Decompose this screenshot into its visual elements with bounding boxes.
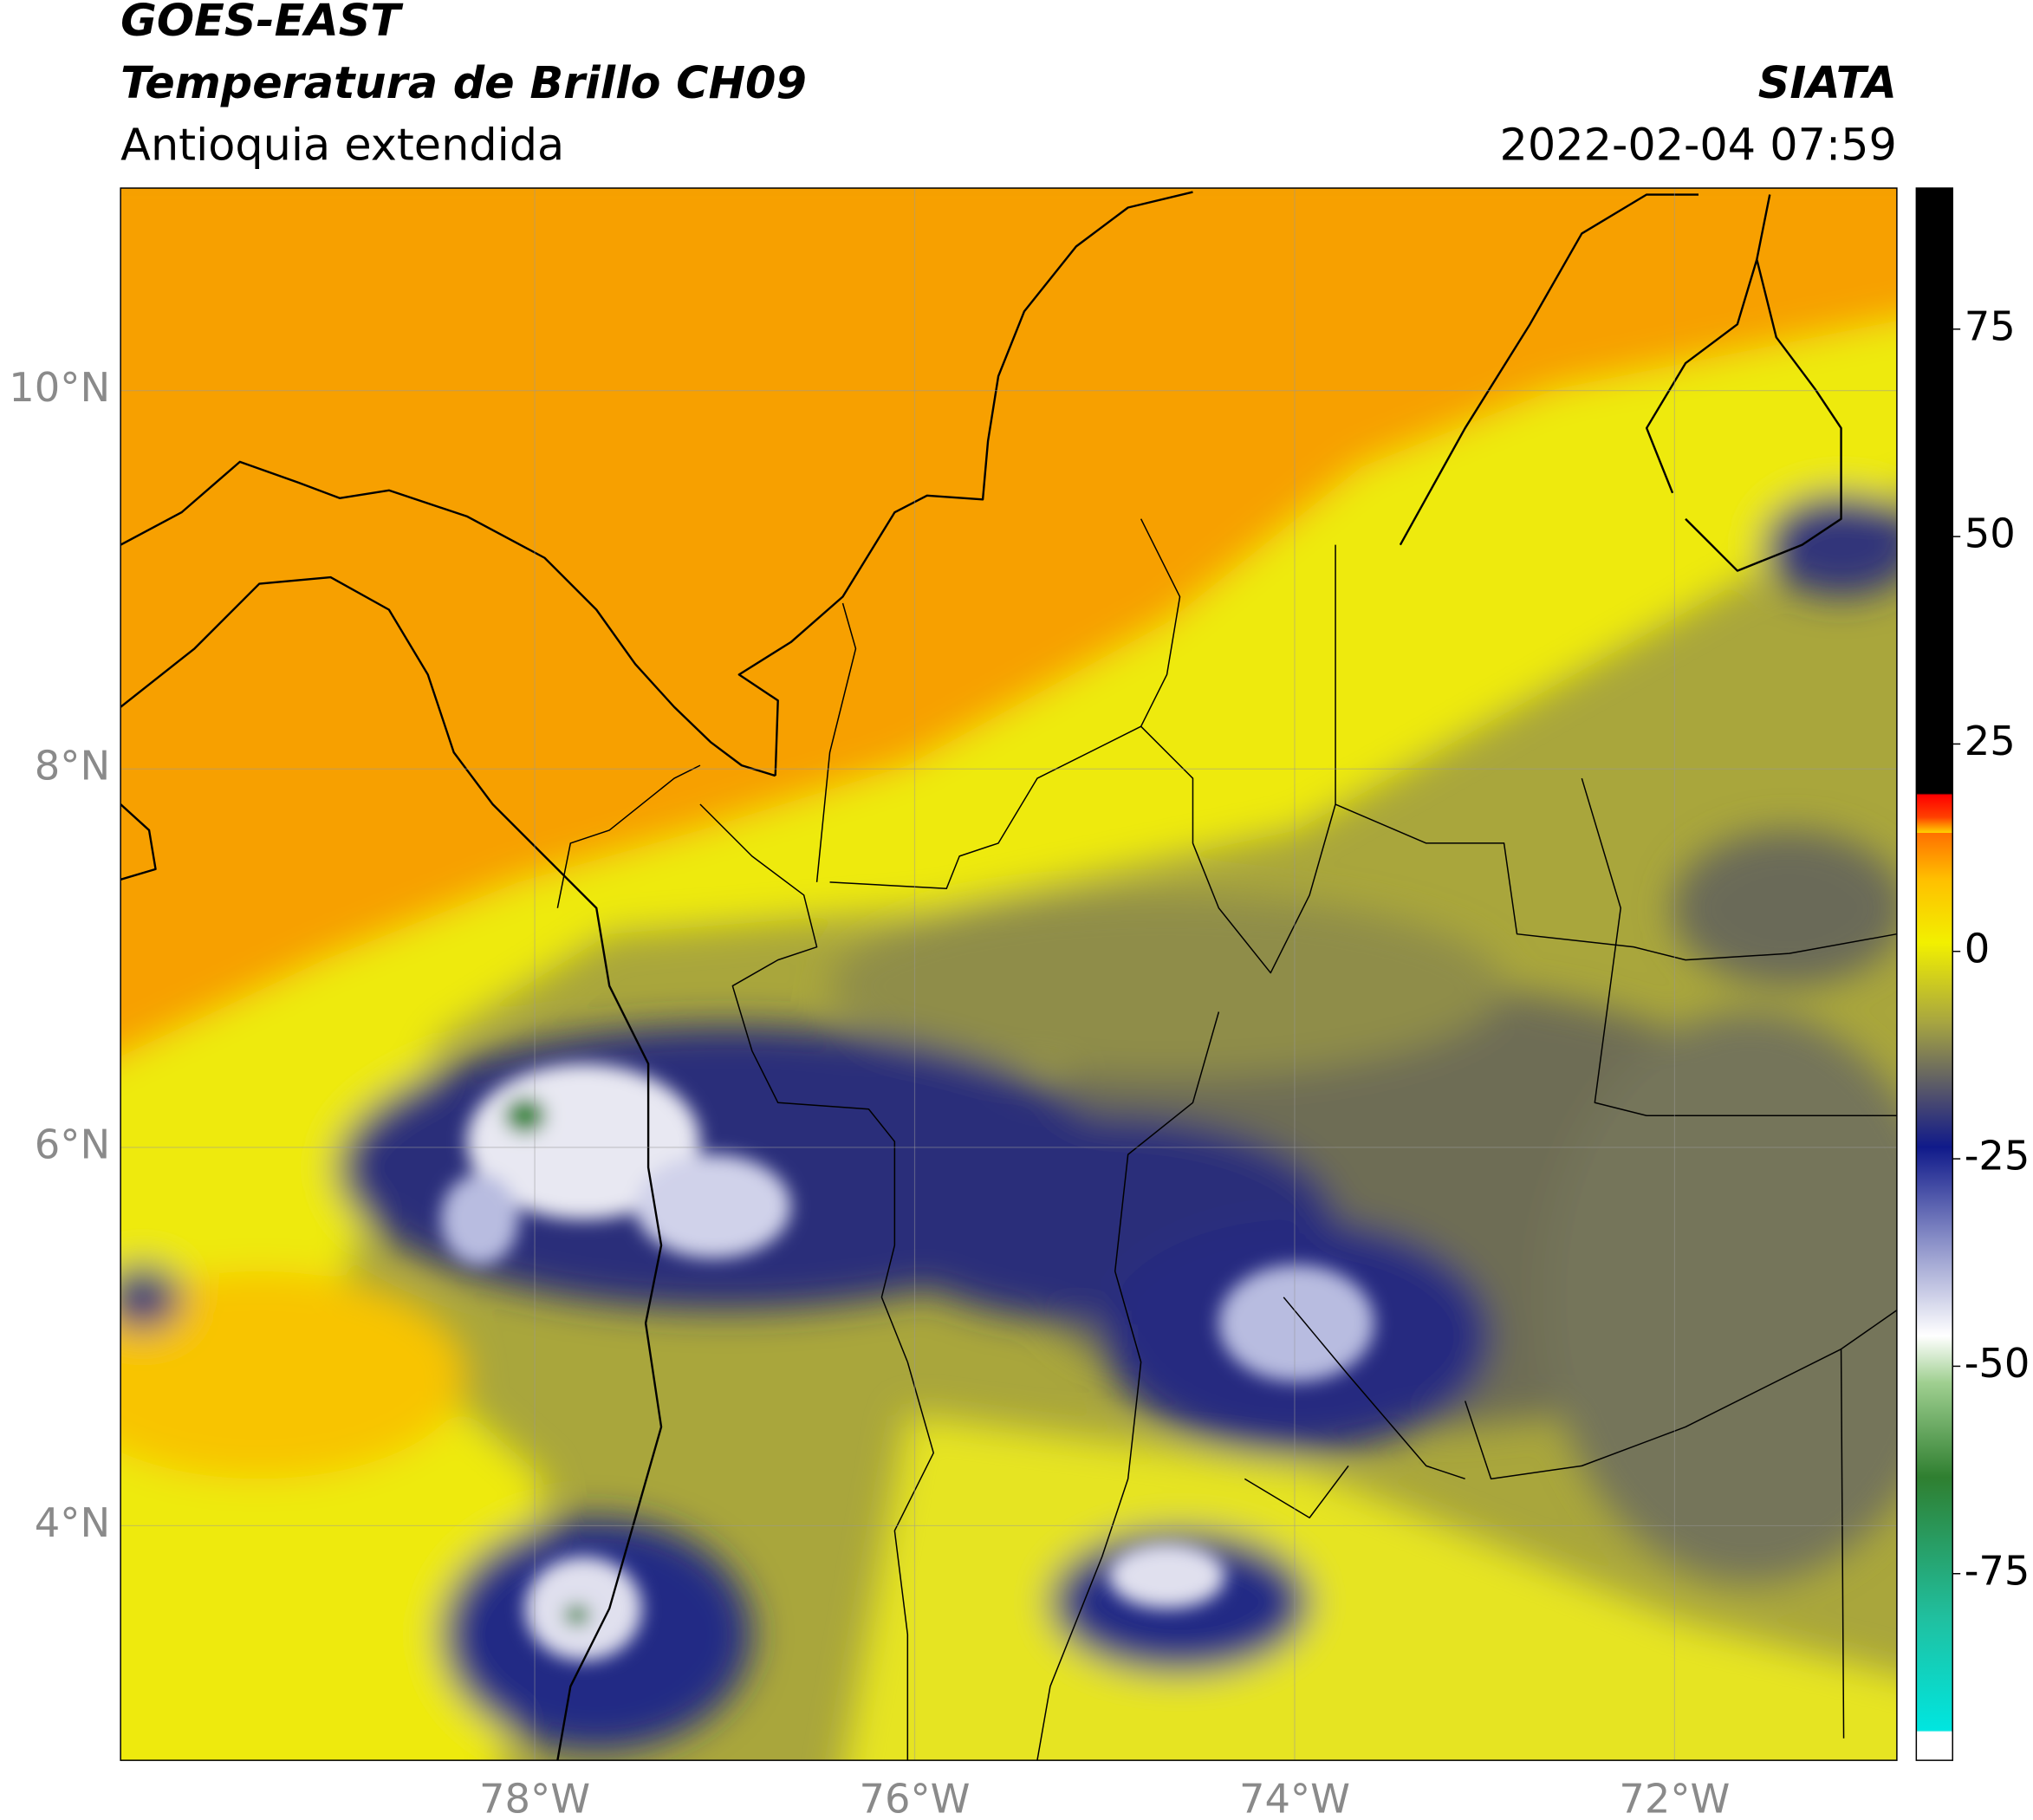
cold-top [1218, 1264, 1374, 1382]
colorbar-tick-label: 50 [1965, 510, 2016, 557]
coastlines [120, 191, 1842, 1761]
x-tick-label: 78°W [479, 1776, 590, 1820]
cool-area [829, 894, 1504, 1077]
warm-band [844, 1414, 1897, 1761]
colorbar-tick-label: -75 [1965, 1547, 2030, 1594]
source: SIATA [1758, 57, 1897, 108]
border [1581, 777, 1897, 1116]
x-tick-label: 74°W [1239, 1776, 1350, 1820]
border [1140, 544, 1336, 974]
coastline [1399, 193, 1698, 546]
y-tick-label: 4°N [35, 1499, 110, 1546]
colorbar-tick-label: -50 [1965, 1340, 2030, 1387]
border [1036, 1011, 1220, 1761]
y-tick-label: 8°N [35, 743, 110, 790]
cool-area [1543, 1011, 1897, 1583]
coastline [120, 460, 776, 777]
coastline [1645, 194, 1842, 572]
cold-top [635, 1154, 791, 1258]
border [1244, 1297, 1845, 1739]
title: GOES-EAST [120, 0, 404, 46]
border [1335, 803, 1897, 961]
cold-cloud [1763, 492, 1897, 597]
colorbar-tick-label: 75 [1965, 302, 2016, 349]
cold-cloud [120, 1264, 182, 1330]
colorbar-tick-label: 0 [1965, 925, 1991, 972]
colorbar [1915, 187, 1953, 1761]
cold-top [440, 1173, 519, 1265]
cloud-tops [440, 1063, 1374, 1661]
hot-patch [120, 1271, 467, 1479]
hot-band [120, 188, 1897, 1056]
grid [120, 188, 1897, 1761]
colorbar-tick-label: 25 [1965, 718, 2016, 764]
brightness-field [120, 188, 1897, 1761]
subtitle: Temperatura de Brillo CH09 [120, 57, 807, 108]
border [699, 803, 909, 1362]
coldest-top [563, 1604, 590, 1626]
timestamp: 2022-02-04 07:59 [1500, 120, 1897, 171]
x-tick-label: 72°W [1619, 1776, 1730, 1820]
cool-area [1673, 829, 1897, 986]
coastline [120, 803, 157, 881]
border [556, 764, 701, 908]
x-tick-label: 76°W [859, 1776, 970, 1820]
cold-top [1108, 1544, 1225, 1609]
colorbar-tick-label: -25 [1965, 1133, 2030, 1180]
region: Antioquia extendida [120, 120, 564, 171]
map-frame [120, 187, 1898, 1761]
coldest-top [504, 1097, 546, 1134]
coastline [120, 575, 663, 1761]
satellite-image [120, 188, 1897, 1761]
y-tick-label: 6°N [35, 1121, 110, 1167]
y-tick-label: 10°N [9, 364, 110, 411]
border [815, 518, 1181, 890]
border [893, 1310, 1897, 1761]
coastline [737, 191, 1193, 777]
admin-borders [556, 518, 1897, 1761]
